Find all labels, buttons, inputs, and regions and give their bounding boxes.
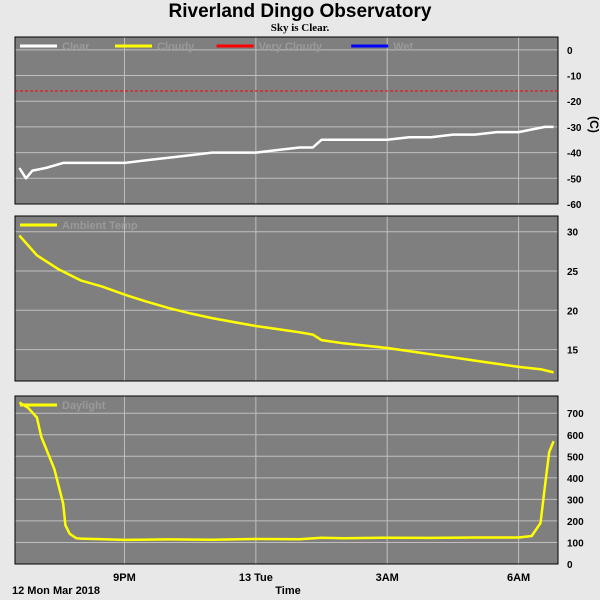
y-tick-label: 25 (567, 267, 579, 278)
x-tick-label: 13 Tue (239, 572, 273, 584)
legend-label: Daylight (62, 400, 106, 412)
y-tick-label: 600 (567, 431, 584, 442)
y-tick-label: -50 (567, 174, 582, 185)
plot-frame (14, 36, 559, 205)
legend-label: Cloudy (157, 41, 195, 53)
y-tick-label: -10 (567, 72, 582, 83)
x-tick-label: 6AM (507, 572, 530, 584)
y-tick-label: 0 (567, 46, 573, 57)
plot-area-daylight (15, 396, 558, 564)
x-start-label: 12 Mon Mar 2018 (12, 585, 100, 597)
x-axis-label: Time (275, 585, 300, 597)
x-tick-label: 9PM (113, 572, 136, 584)
legend-label: Wet (393, 41, 413, 53)
legend-label: Very Cloudy (259, 41, 323, 53)
y-tick-label: 100 (567, 538, 584, 549)
y-tick-label: 15 (567, 346, 579, 357)
y-tick-label: 500 (567, 452, 584, 463)
series-line-ambient (18, 234, 554, 374)
y-tick-label: 20 (567, 306, 579, 317)
chart-subtitle: Sky is Clear. (270, 22, 330, 34)
x-tick-label: 3AM (376, 572, 399, 584)
y-tick-label: -60 (567, 200, 582, 211)
chart-title: Riverland Dingo Observatory (168, 1, 432, 22)
plot-frame (14, 395, 559, 565)
plot-area-sky (15, 37, 558, 204)
legend-label: Ambient Temp (62, 220, 138, 232)
y-axis-label: (C) (587, 116, 600, 133)
series-line-daylight (18, 401, 555, 542)
y-tick-label: 300 (567, 495, 584, 506)
series-line-sky (18, 125, 554, 180)
y-tick-label: -30 (567, 123, 582, 134)
y-tick-label: 700 (567, 409, 584, 420)
y-tick-label: 0 (567, 560, 573, 571)
y-tick-label: -40 (567, 149, 582, 160)
y-tick-label: 400 (567, 474, 584, 485)
y-tick-label: -20 (567, 97, 582, 108)
y-tick-label: 200 (567, 517, 584, 528)
y-tick-label: 30 (567, 228, 579, 239)
plot-frame (14, 215, 559, 382)
plot-area-ambient (15, 216, 558, 381)
legend-label: Clear (62, 41, 90, 53)
